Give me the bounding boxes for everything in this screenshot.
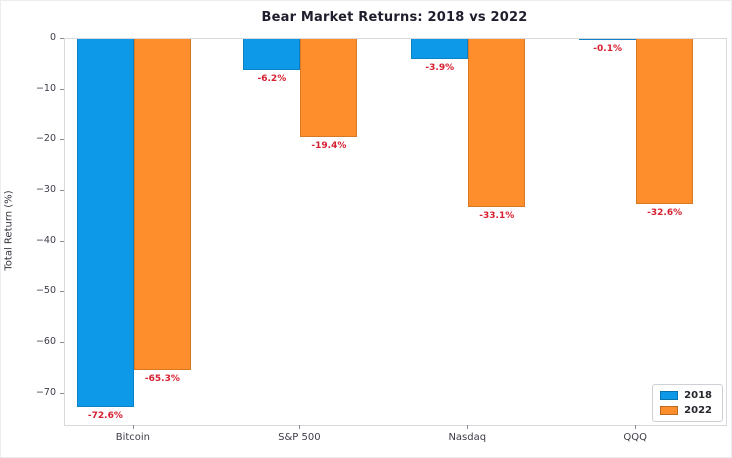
x-category-label: Bitcoin xyxy=(115,432,151,443)
y-tick-mark xyxy=(60,189,64,191)
x-category-label: Nasdaq xyxy=(448,432,487,443)
bar-2022-qqq xyxy=(636,39,694,205)
y-tick-label: −50 xyxy=(35,285,56,297)
y-tick-label: −30 xyxy=(35,183,56,195)
bar-2018-s-p-500 xyxy=(243,39,301,71)
y-axis-label: Total Return (%) xyxy=(3,190,15,271)
bar-2022-nasdaq xyxy=(468,39,526,207)
bar-2018-bitcoin xyxy=(76,39,134,407)
y-tick-label: −60 xyxy=(35,335,56,347)
bar-2022-bitcoin xyxy=(133,39,191,370)
value-label: -3.9% xyxy=(425,62,455,73)
value-label: -65.3% xyxy=(144,373,180,384)
y-tick-label: 0 xyxy=(49,32,56,43)
legend-item-2022: 2022 xyxy=(660,405,712,416)
y-tick-mark xyxy=(60,38,64,39)
y-tick-mark xyxy=(60,341,64,343)
value-label: -19.4% xyxy=(311,141,347,152)
x-category-label: QQQ xyxy=(623,432,647,443)
chart-title: Bear Market Returns: 2018 vs 2022 xyxy=(261,10,528,25)
x-category-label: S&P 500 xyxy=(278,432,321,443)
y-tick-mark xyxy=(60,240,64,242)
value-label: -6.2% xyxy=(257,74,287,85)
bar-2018-nasdaq xyxy=(411,39,469,59)
y-tick-mark xyxy=(60,291,64,293)
y-tick-mark xyxy=(60,88,64,90)
x-tick-mark xyxy=(467,425,469,429)
legend-swatch-2022 xyxy=(660,406,679,415)
x-tick-mark xyxy=(132,425,134,429)
y-tick-label: −10 xyxy=(35,82,56,94)
plot-area: 2018 2022 -72.6% -6.2% -3.9% -0.1% -65.3% -19… xyxy=(64,38,727,426)
value-label: -0.1% xyxy=(593,43,622,54)
y-tick-mark xyxy=(60,139,64,141)
x-tick-mark xyxy=(635,425,637,429)
legend-swatch-2018 xyxy=(660,391,679,400)
legend-label-2018: 2018 xyxy=(684,390,712,401)
legend: 2018 2022 xyxy=(652,384,723,422)
value-label: -32.6% xyxy=(647,208,683,219)
y-tick-label: −20 xyxy=(35,133,56,145)
bar-2018-qqq xyxy=(579,39,637,40)
value-label: -72.6% xyxy=(87,410,123,421)
value-label: -33.1% xyxy=(479,210,515,221)
bar-2022-s-p-500 xyxy=(300,39,358,138)
legend-label-2022: 2022 xyxy=(684,405,712,416)
x-tick-mark xyxy=(299,425,301,429)
y-tick-mark xyxy=(60,392,64,394)
y-tick-label: −70 xyxy=(35,386,56,398)
y-tick-label: −40 xyxy=(35,234,56,246)
legend-item-2018: 2018 xyxy=(660,390,712,401)
